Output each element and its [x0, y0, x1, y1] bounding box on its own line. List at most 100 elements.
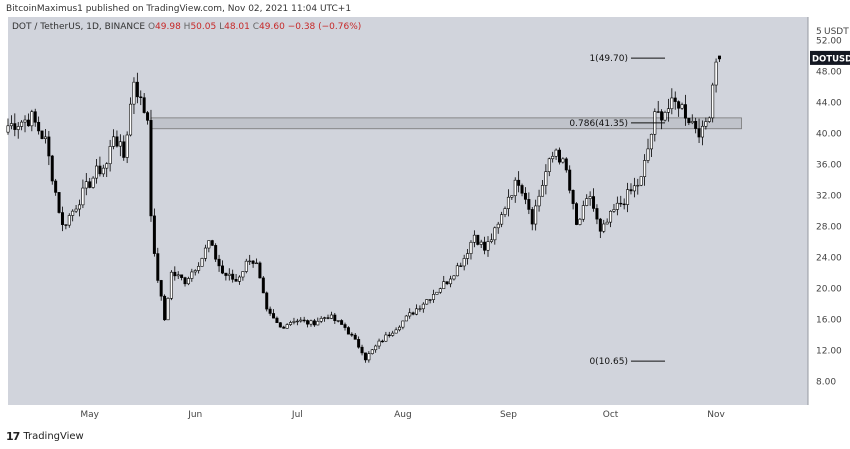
candle [37, 121, 41, 132]
candle [483, 241, 487, 251]
candle [319, 318, 323, 322]
candle [261, 277, 265, 294]
candle [506, 196, 510, 209]
candle [118, 141, 122, 147]
candle [571, 190, 575, 204]
currency-prefix: 5 [816, 27, 822, 37]
candle [265, 292, 269, 310]
candle [683, 104, 687, 119]
candle [224, 272, 228, 276]
candle [697, 128, 701, 138]
candle [125, 134, 129, 158]
candle [680, 104, 684, 109]
candle [316, 320, 320, 326]
candle [220, 265, 224, 274]
candle [411, 312, 415, 315]
candle [43, 136, 47, 139]
candle [469, 241, 473, 254]
candle [609, 210, 613, 223]
candle [513, 179, 517, 196]
candle [666, 108, 670, 113]
candle [255, 262, 259, 265]
y-tick-label: 40.00 [816, 129, 842, 139]
candle [578, 218, 582, 225]
candle [428, 299, 432, 301]
candle [530, 209, 534, 225]
candle [387, 334, 391, 337]
candle [268, 308, 272, 314]
candle [432, 294, 436, 300]
candle [309, 320, 313, 325]
candle [408, 312, 412, 317]
candle [520, 185, 524, 194]
candle [557, 149, 561, 163]
candle [200, 258, 204, 267]
candle [186, 278, 190, 285]
y-tick-label: 16.00 [816, 316, 842, 326]
candle [459, 265, 463, 267]
candle [74, 208, 78, 212]
candle [466, 253, 470, 259]
candle [203, 247, 207, 259]
candle [612, 209, 616, 212]
candle [503, 208, 507, 215]
y-tick-label: 28.00 [816, 223, 842, 233]
x-tick-label: Jun [187, 410, 202, 420]
candle [333, 314, 337, 321]
candle [50, 155, 54, 182]
candle [598, 218, 602, 232]
y-tick-label: 8.00 [816, 378, 836, 388]
candle [415, 308, 419, 315]
candle [421, 303, 425, 310]
candle [626, 189, 630, 205]
fib-level-label: 0.786(41.35) [569, 119, 628, 129]
candle [217, 258, 221, 267]
candle [57, 192, 61, 213]
candle [183, 277, 187, 285]
candle [425, 299, 429, 305]
candle [357, 339, 361, 348]
candle [377, 340, 381, 347]
candle [176, 274, 180, 277]
candle [489, 239, 493, 242]
candle [374, 345, 378, 351]
fib-level-label: 1(49.70) [589, 54, 628, 64]
y-tick-label: 24.00 [816, 254, 842, 264]
candle [163, 295, 167, 321]
candle [60, 212, 64, 225]
candle [340, 320, 344, 325]
candle [438, 288, 442, 293]
y-tick-label: 52.00 [816, 36, 842, 46]
candle [714, 61, 718, 86]
candle [704, 121, 708, 127]
candle [673, 97, 677, 102]
candle [700, 125, 704, 138]
footer-brand[interactable]: 17 TradingView [6, 430, 84, 443]
x-tick-label: Nov [707, 410, 725, 420]
candle [619, 202, 623, 205]
symbol-ohlc-line: DOT / TetherUS, 1D, BINANCE O49.98 H50.0… [12, 22, 361, 32]
candle [500, 214, 504, 225]
candle [135, 81, 139, 98]
candle [418, 308, 422, 310]
candle [554, 149, 558, 157]
candle [258, 262, 262, 279]
candle [329, 314, 333, 319]
candle [190, 271, 194, 279]
candle [551, 155, 555, 160]
tradingview-logo-icon: 17 [6, 430, 20, 443]
candle [9, 123, 13, 127]
candle [588, 196, 592, 199]
candle [95, 165, 99, 179]
plot-area [8, 17, 808, 405]
candle [6, 125, 10, 133]
y-tick-label: 48.00 [816, 67, 842, 77]
candle [67, 215, 71, 226]
candle [16, 126, 20, 130]
candle [690, 121, 694, 124]
candle [231, 273, 235, 280]
candle [207, 240, 211, 249]
candle [241, 271, 245, 278]
candle [445, 281, 449, 285]
